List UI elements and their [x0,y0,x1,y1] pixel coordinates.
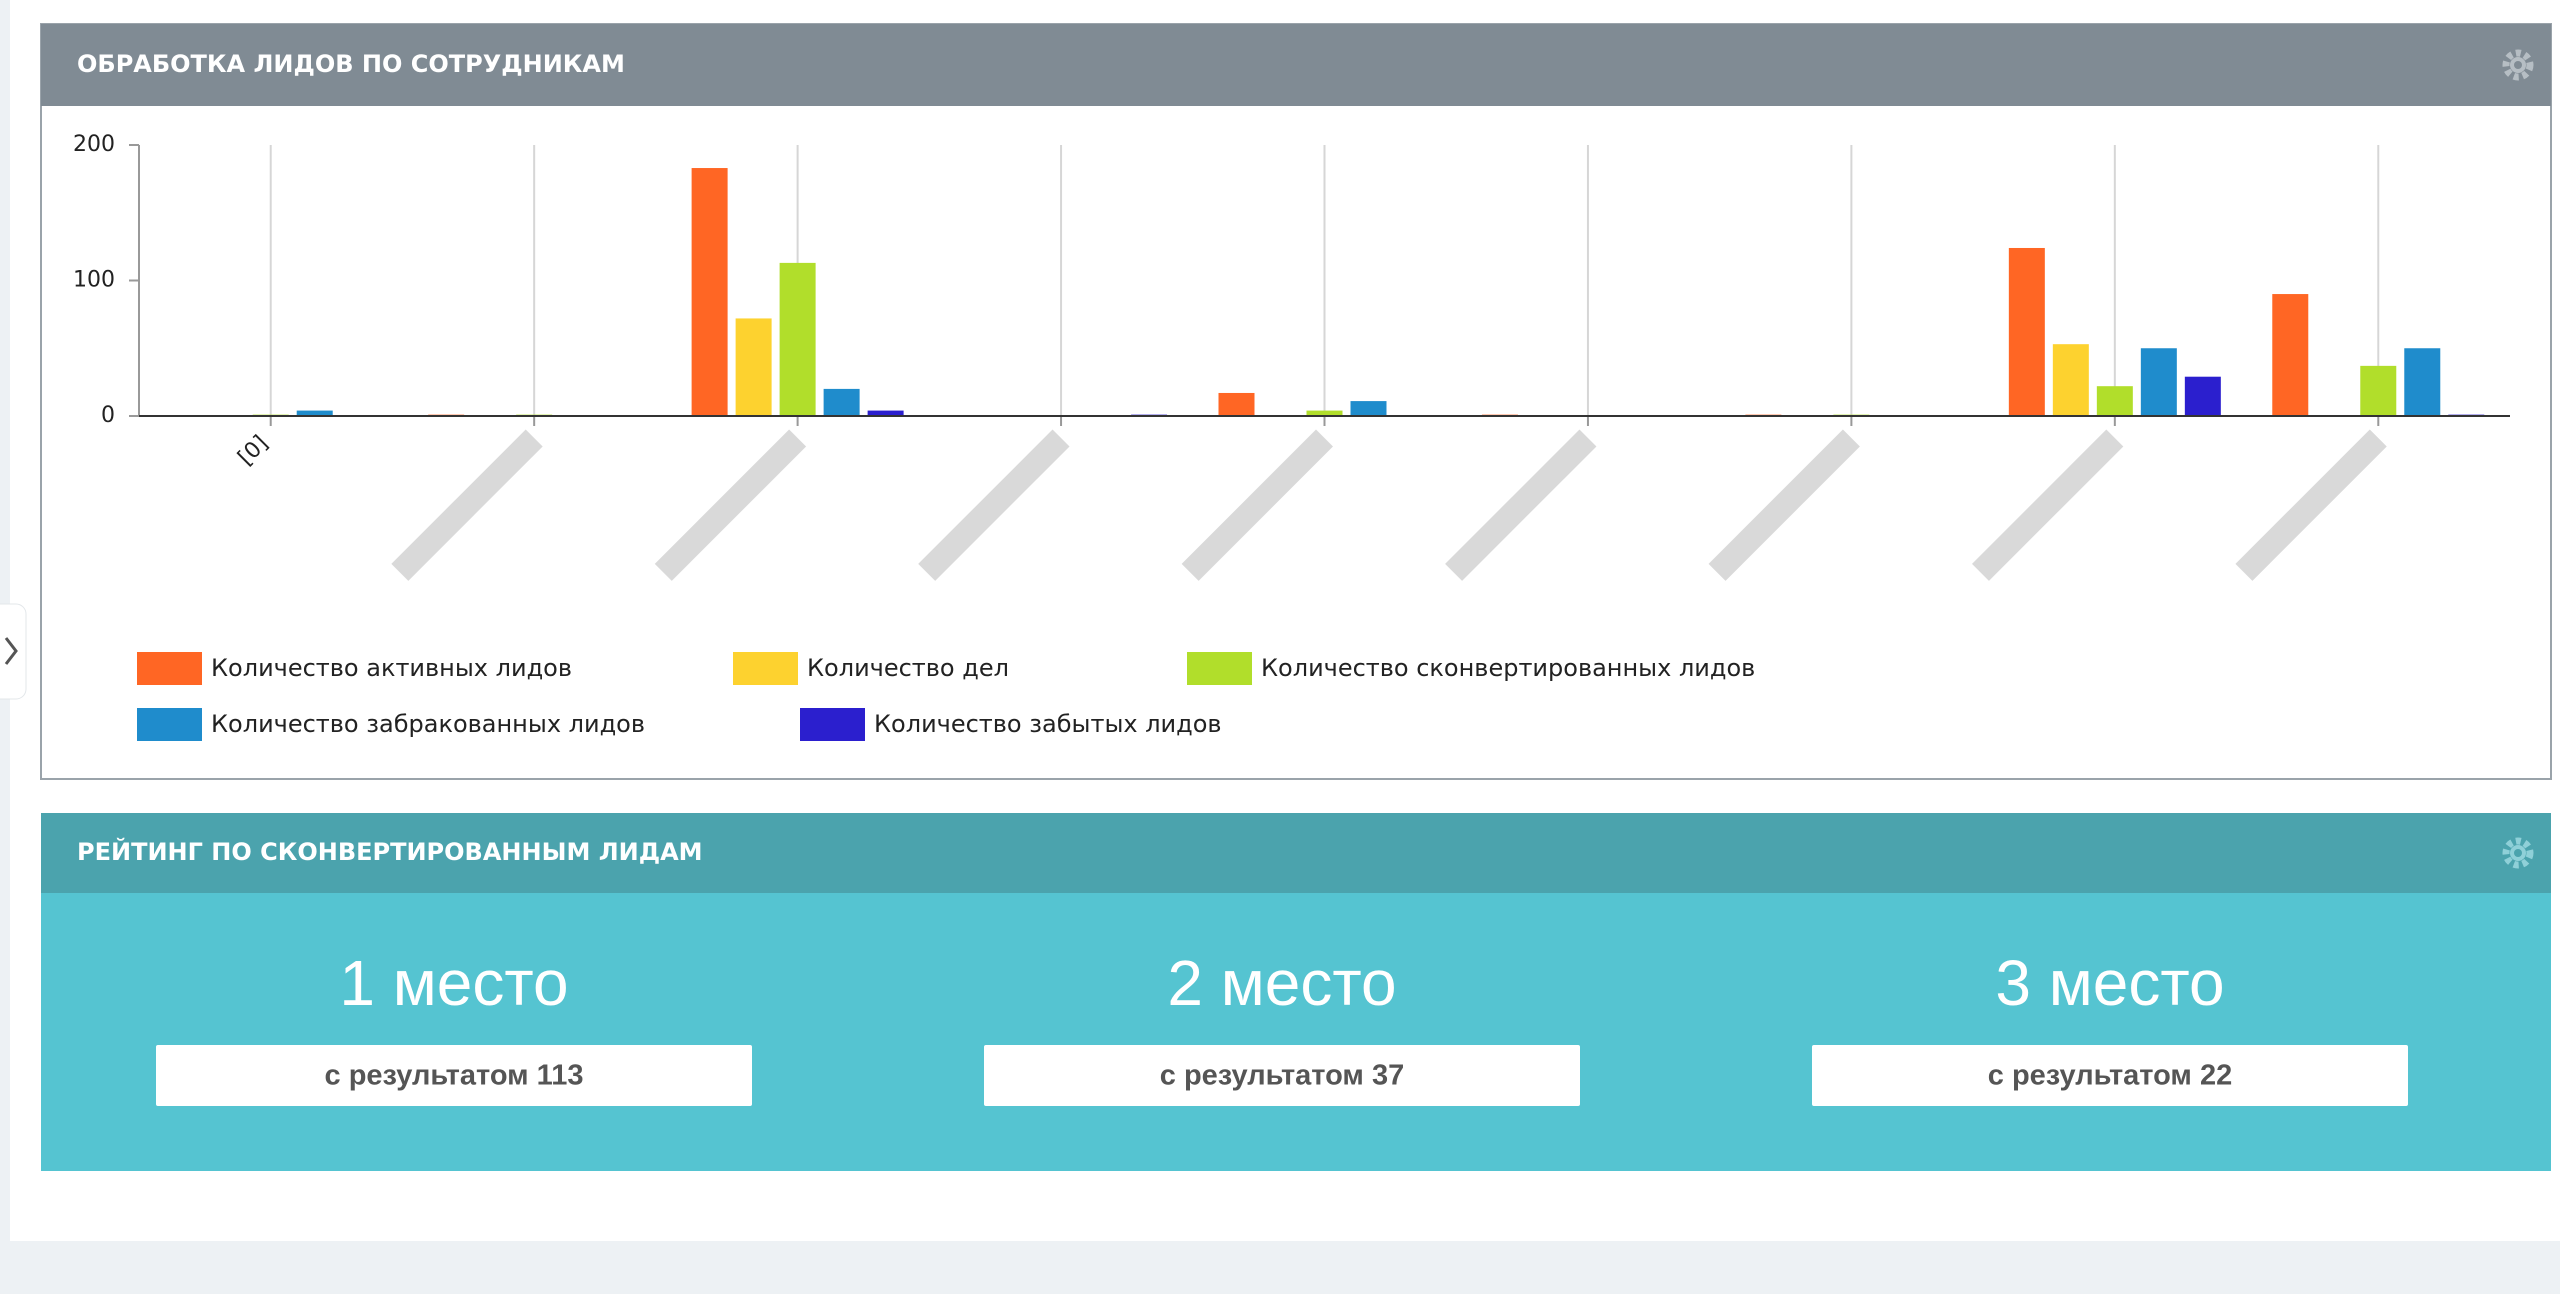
legend-label: Количество активных лидов [211,654,572,682]
legend-swatch [1187,652,1252,685]
panel-title: РЕЙТИНГ ПО СКОНВЕРТИРОВАННЫМ ЛИДАМ [77,837,703,866]
legend-label: Количество забракованных лидов [211,710,645,738]
redacted-label [391,429,543,581]
panel-header [41,813,2551,893]
result-text: с результатом 113 [325,1060,584,1092]
result-box [984,1045,1580,1106]
result-box [1812,1045,2408,1106]
result-text: с результатом 37 [1160,1060,1404,1092]
bar [823,388,860,416]
redacted-label [1445,429,1597,581]
bar [2008,247,2045,416]
bar [2404,348,2441,416]
redacted-label [1708,429,1860,581]
redacted-label [654,429,807,581]
redacted-label [1971,429,2124,581]
bar [2140,348,2177,416]
y-tick-label: 200 [73,132,115,157]
legend-label: Количество забытых лидов [874,710,1222,738]
bar [2052,344,2089,416]
panel-header [41,24,2551,106]
bar [2184,376,2221,416]
legend-label: Количество сконвертированных лидов [1261,654,1755,682]
settings-icon[interactable] [2502,49,2534,81]
bar [296,410,333,416]
bar [1306,410,1343,416]
bar [2096,386,2133,416]
bar [735,318,772,416]
bar [1218,392,1255,416]
legend-swatch [137,708,202,741]
legend-swatch [733,652,798,685]
legend-swatch [800,708,865,741]
bar [1350,401,1387,416]
settings-icon[interactable] [2502,837,2534,869]
bar [779,262,816,416]
bar [2360,365,2397,416]
redacted-label [2235,429,2387,581]
y-tick-label: 0 [101,403,115,428]
bar [691,168,728,416]
result-box [156,1045,752,1106]
legend-swatch [137,652,202,685]
redacted-label [1181,429,1333,581]
y-tick-label: 100 [73,268,115,293]
place-title: 3 место [1995,947,2224,1019]
place-title: 1 место [339,947,568,1019]
place-title: 2 место [1167,947,1396,1019]
legend-label: Количество дел [807,654,1009,682]
result-text: с результатом 22 [1988,1060,2232,1092]
panel-title: ОБРАБОТКА ЛИДОВ ПО СОТРУДНИКАМ [77,50,625,78]
sidebar-toggle[interactable] [0,603,27,700]
redacted-label [918,429,1070,581]
bar [2272,294,2309,416]
bar [867,410,904,416]
